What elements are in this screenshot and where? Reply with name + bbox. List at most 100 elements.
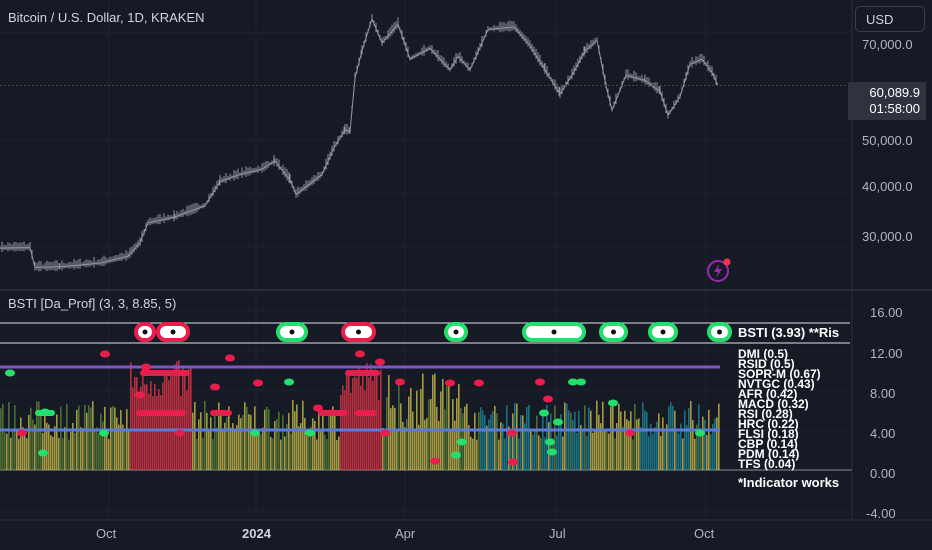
hist-bar <box>122 424 124 470</box>
hist-bar <box>8 402 10 470</box>
hist-bar <box>126 409 128 470</box>
hist-bar <box>284 436 286 470</box>
hist-bar <box>86 412 88 470</box>
dot-run-3 <box>355 410 377 416</box>
hist-bar <box>320 431 322 470</box>
hist-bar <box>18 438 20 470</box>
hist-bar <box>624 410 626 470</box>
hist-bar <box>696 424 698 470</box>
hist-bar <box>152 396 154 470</box>
hist-bar <box>630 411 632 470</box>
indicator-levels <box>0 365 720 432</box>
hist-bar <box>340 395 342 470</box>
hist-bar <box>698 404 700 470</box>
hist-bar <box>100 413 102 470</box>
hist-bar <box>124 430 126 470</box>
hist-bar <box>660 435 662 470</box>
hist-bar <box>272 438 274 470</box>
hist-bar <box>142 365 144 470</box>
hist-bar <box>702 416 704 470</box>
hist-bar <box>554 405 556 470</box>
hist-bar <box>478 412 480 470</box>
hist-bar <box>94 428 96 470</box>
lightning-alert-icon[interactable] <box>706 257 732 283</box>
hist-bar <box>718 403 720 470</box>
hist-bar <box>604 430 606 470</box>
hist-bar <box>654 427 656 470</box>
hist-bar <box>192 412 194 470</box>
ind-tick-4: 4.00 <box>870 426 896 441</box>
hist-bar <box>128 429 130 470</box>
hist-bar <box>564 402 566 470</box>
hist-bar <box>524 423 526 470</box>
hist-bar <box>404 427 406 470</box>
hist-bar <box>578 410 580 470</box>
last-price: 60,089.9 <box>869 85 920 100</box>
price-series <box>0 14 852 272</box>
hist-bar <box>78 405 80 470</box>
hist-bar <box>66 403 68 470</box>
hist-bar <box>62 438 64 470</box>
hist-bar <box>160 395 162 470</box>
hist-bar <box>454 420 456 470</box>
hist-bar <box>584 405 586 470</box>
green-dot-3 <box>250 429 260 437</box>
green-dot-15 <box>539 409 549 417</box>
hist-bar <box>164 375 166 470</box>
hist-bar <box>230 427 232 470</box>
symbol-title[interactable]: Bitcoin / U.S. Dollar, 1D, KRAKEN <box>8 10 205 25</box>
currency-button[interactable]: USD <box>855 6 925 32</box>
hist-bar <box>228 406 230 470</box>
hist-bar <box>464 406 466 470</box>
hist-bar <box>526 407 528 470</box>
hist-bar <box>700 430 702 470</box>
dot-run-1 <box>210 410 232 416</box>
hist-bar <box>110 407 112 470</box>
hist-bar <box>694 438 696 470</box>
bsti-risk-band <box>0 322 850 344</box>
hist-bar <box>528 404 530 470</box>
hist-bar <box>590 410 592 470</box>
ind-tick-16: 16.00 <box>870 305 903 320</box>
hist-bar <box>392 405 394 470</box>
hist-bar <box>238 414 240 470</box>
hist-bar <box>134 377 136 470</box>
hist-bar <box>610 406 612 470</box>
hist-bar <box>674 410 676 470</box>
hist-bar <box>710 434 712 470</box>
hist-bar <box>520 415 522 470</box>
hist-bar <box>156 396 158 470</box>
hist-bar <box>662 417 664 470</box>
hist-bar <box>188 368 190 470</box>
hist-bar <box>354 376 356 470</box>
hist-bar <box>588 407 590 470</box>
hist-bar <box>276 419 278 470</box>
red-dot-20 <box>135 391 145 399</box>
hist-bar <box>488 419 490 470</box>
dot-run-5 <box>140 370 190 376</box>
indicator-title[interactable]: BSTI [Da_Prof] (3, 3, 8.85, 5) <box>8 296 177 311</box>
hist-bar <box>540 438 542 470</box>
hist-bar <box>572 419 574 470</box>
red-dot-13 <box>17 429 27 437</box>
hist-bar <box>382 427 384 470</box>
hist-bar <box>518 438 520 470</box>
red-dot-8 <box>395 378 405 386</box>
hist-bar <box>322 414 324 470</box>
hist-bar <box>542 413 544 470</box>
hist-bar <box>336 439 338 470</box>
hist-bar <box>12 429 14 470</box>
hist-bar <box>358 365 360 470</box>
hist-bar <box>290 433 292 470</box>
hist-bar <box>20 417 22 470</box>
hist-bar <box>368 377 370 470</box>
hist-bar <box>98 433 100 470</box>
dot-run-4 <box>35 410 55 416</box>
hist-bar <box>96 427 98 470</box>
hist-bar <box>144 384 146 470</box>
hist-bar <box>690 400 692 470</box>
hist-bar <box>444 409 446 470</box>
hist-bar <box>118 424 120 470</box>
hist-bar <box>606 428 608 470</box>
